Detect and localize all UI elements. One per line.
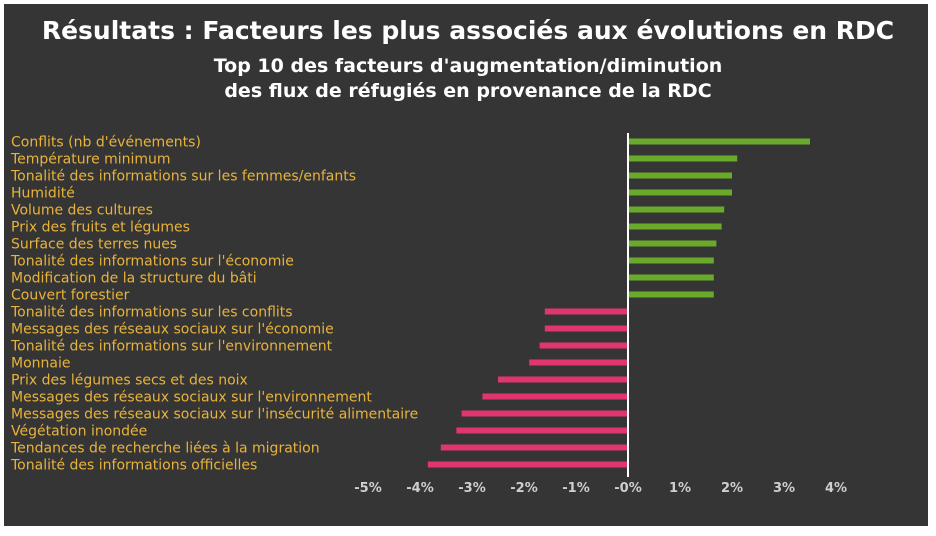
category-label: Surface des terres nues: [11, 237, 177, 253]
category-label: Monnaie: [11, 356, 70, 372]
x-axis-ticks: -5% -4% -3% -2% -1% -0% 1% 2% 3% 4%: [354, 481, 847, 496]
bar-positive: [628, 155, 738, 162]
category-label: Température minimum: [10, 152, 171, 168]
bar-positive: [628, 206, 725, 213]
category-labels: Conflits (nb d'événements)Température mi…: [10, 135, 418, 474]
chart-title: Résultats : Facteurs les plus associés a…: [41, 16, 895, 45]
x-tick-label: -4%: [406, 481, 433, 496]
category-label: Prix des légumes secs et des noix: [11, 373, 248, 389]
category-label: Tonalité des informations sur l'environn…: [10, 339, 333, 355]
bar-negative: [456, 427, 628, 434]
category-label: Tonalité des informations officielles: [10, 458, 257, 474]
chart-subtitle-line1: Top 10 des facteurs d'augmentation/dimin…: [213, 55, 723, 77]
bar-negative: [427, 461, 628, 468]
x-tick-label: 4%: [825, 481, 847, 496]
bar-negative: [544, 325, 628, 332]
x-tick-label: 2%: [721, 481, 743, 496]
category-label: Tendances de recherche liées à la migrat…: [10, 441, 320, 457]
chart-panel: [4, 4, 928, 526]
category-label: Végétation inondée: [11, 424, 147, 440]
bar-positive: [628, 172, 732, 179]
category-label: Modification de la structure du bâti: [11, 271, 257, 287]
bar-negative: [539, 342, 628, 349]
bar-negative: [529, 359, 628, 366]
bar-negative: [482, 393, 628, 400]
category-label: Prix des fruits et légumes: [11, 220, 190, 236]
category-label: Messages des réseaux sociaux sur l'inséc…: [11, 407, 418, 423]
category-label: Tonalité des informations sur l'économie: [10, 254, 294, 270]
bar-negative: [498, 376, 628, 383]
x-tick-label: 1%: [669, 481, 691, 496]
bar-positive: [628, 291, 714, 298]
chart-subtitle-line2: des flux de réfugiés en provenance de la…: [224, 80, 712, 102]
bar-positive: [628, 189, 732, 196]
category-label: Volume des cultures: [11, 203, 153, 219]
x-tick-label: -1%: [562, 481, 589, 496]
category-label: Conflits (nb d'événements): [11, 135, 201, 151]
bar-negative: [544, 308, 628, 315]
x-tick-label: -2%: [510, 481, 537, 496]
x-tick-label: -0%: [614, 481, 641, 496]
x-tick-label: -3%: [458, 481, 485, 496]
category-label: Tonalité des informations sur les confli…: [10, 305, 293, 321]
bar-negative: [461, 410, 628, 417]
bar-positive: [628, 257, 714, 264]
bars: [427, 138, 810, 468]
x-tick-label: -5%: [354, 481, 381, 496]
category-label: Messages des réseaux sociaux sur l'envir…: [11, 390, 372, 406]
bar-positive: [628, 138, 810, 145]
category-label: Humidité: [11, 186, 75, 202]
category-label: Tonalité des informations sur les femmes…: [10, 169, 356, 185]
bar-negative: [440, 444, 628, 451]
bar-positive: [628, 223, 722, 230]
bar-positive: [628, 274, 714, 281]
category-label: Couvert forestier: [11, 288, 130, 304]
x-tick-label: 3%: [773, 481, 795, 496]
category-label: Messages des réseaux sociaux sur l'écono…: [11, 322, 334, 338]
bar-positive: [628, 240, 717, 247]
